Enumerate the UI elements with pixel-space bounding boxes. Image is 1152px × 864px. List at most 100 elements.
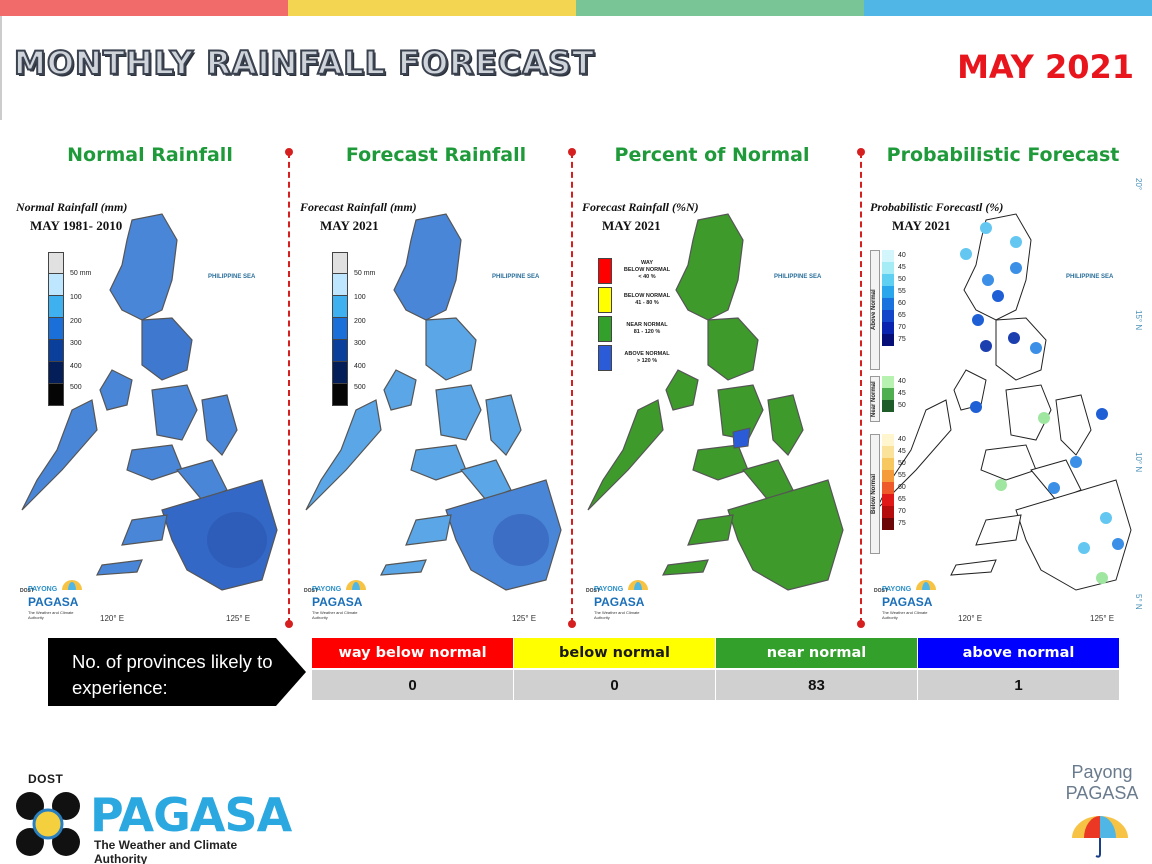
legend-label: 500 bbox=[354, 384, 366, 391]
philippines-map bbox=[21, 213, 278, 591]
rainfall-legend bbox=[332, 252, 348, 406]
legend-row-above: ABOVE NORMAL > 120 % bbox=[598, 343, 708, 372]
divider-dot bbox=[568, 148, 576, 156]
legend-value: 45 bbox=[898, 390, 906, 397]
station-dots bbox=[960, 222, 1124, 584]
legend-swatch bbox=[48, 384, 64, 406]
legend-cell: 65 bbox=[882, 494, 906, 506]
page-title: MONTHLY RAINFALL FORECAST bbox=[13, 43, 595, 83]
above-normal-province bbox=[732, 427, 751, 449]
legend-line: NEAR NORMAL bbox=[626, 321, 668, 328]
legend-value: 70 bbox=[898, 508, 906, 515]
umbrella-icon bbox=[916, 580, 936, 590]
summary-arrow bbox=[48, 638, 308, 706]
top-color-bar bbox=[0, 0, 1152, 16]
legend-value: 65 bbox=[898, 496, 906, 503]
map-subheading: MAY 2021 bbox=[320, 218, 379, 233]
legend-value: 40 bbox=[898, 378, 906, 385]
legend-value: 70 bbox=[898, 324, 906, 331]
panel-title-forecast: Forecast Rainfall bbox=[345, 144, 527, 166]
legend-value: 75 bbox=[898, 336, 906, 343]
lat-label: 15° N bbox=[1134, 310, 1143, 331]
mini-pagasa: PAGASA bbox=[882, 595, 933, 609]
summary-label: No. of provinces likely to experience: bbox=[72, 651, 273, 698]
legend-line: BELOW NORMAL bbox=[623, 292, 671, 299]
legend-label: 100 bbox=[70, 294, 82, 301]
legend-cell: 60 bbox=[882, 298, 906, 310]
legend-label: 300 bbox=[354, 340, 366, 347]
legend-cell: 70 bbox=[882, 506, 906, 518]
legend-label: 50 mm bbox=[354, 270, 376, 277]
lon-label: 125° E bbox=[1090, 614, 1115, 623]
legend-label: 200 bbox=[354, 318, 366, 325]
legend-text: NEAR NORMAL 81 - 120 % bbox=[612, 322, 682, 336]
divider-dot bbox=[285, 620, 293, 628]
lat-label: 10° N bbox=[1134, 452, 1143, 473]
map-normal-rainfall: Normal Rainfall (mm) MAY 1981- 2010 50 m… bbox=[12, 170, 282, 626]
mini-pagasa: PAGASA bbox=[312, 595, 363, 609]
legend-swatch bbox=[598, 286, 612, 313]
top-bar-blue bbox=[864, 0, 1152, 16]
pagasa-emblem-icon bbox=[16, 792, 80, 856]
lon-label: 120° E bbox=[958, 614, 983, 623]
divider-dot bbox=[857, 620, 865, 628]
map-subheading: MAY 2021 bbox=[602, 218, 661, 233]
sea-label: PHILIPPINE SEA bbox=[492, 274, 540, 280]
rainfall-legend bbox=[48, 252, 64, 406]
lon-label: 125° E bbox=[226, 614, 251, 623]
mini-payong: PAYONG bbox=[28, 586, 58, 593]
count-below-normal: 0 bbox=[514, 668, 716, 700]
map-heading: Forecast Rainfall (mm) bbox=[300, 200, 417, 214]
legend-label: 200 bbox=[70, 318, 82, 325]
payong-pagasa-logo: Payong PAGASA bbox=[1052, 762, 1152, 862]
count-above-normal: 1 bbox=[918, 668, 1120, 700]
panel-divider bbox=[568, 148, 576, 628]
header-way-below-normal: way below normal bbox=[312, 638, 514, 668]
legend-swatch bbox=[332, 340, 348, 362]
legend-cell: 40 bbox=[882, 250, 906, 262]
dost-pagasa-logo: DOST PAGASA The Weather and Climate Auth… bbox=[12, 766, 292, 864]
umbrella-icon bbox=[346, 580, 366, 590]
province-count-table: way below normal below normal near norma… bbox=[312, 638, 1120, 700]
legend-line: BELOW NORMAL bbox=[623, 267, 671, 273]
map-subheading: MAY 2021 bbox=[892, 218, 951, 233]
legend-cell: 70 bbox=[882, 322, 906, 334]
map-heading: Probabilistic Forecastl (%) bbox=[870, 200, 1004, 214]
logo-tagline: The Weather and Climate Authority bbox=[94, 838, 238, 864]
legend-value: 55 bbox=[898, 288, 906, 295]
map-probabilistic-forecast: Probabilistic Forecastl (%) MAY 2021 Abo… bbox=[866, 170, 1146, 626]
legend-value: 50 bbox=[898, 276, 906, 283]
forecast-month: MAY 2021 bbox=[957, 48, 1134, 86]
panel-divider bbox=[857, 148, 865, 628]
legend-text: BELOW NORMAL 41 - 80 % bbox=[612, 293, 682, 307]
legend-label: 400 bbox=[70, 363, 82, 370]
legend-value: 40 bbox=[898, 436, 906, 443]
mini-tagline: The Weather and Climate Authority bbox=[28, 610, 74, 620]
count-way-below-normal: 0 bbox=[312, 668, 514, 700]
legend-cell: 55 bbox=[882, 470, 906, 482]
payong-pagasa-mini-logo: DOST PAYONG PAGASA The Weather and Clima… bbox=[304, 570, 374, 620]
mini-dost: DOST bbox=[304, 588, 318, 594]
logo-pagasa-text: PAGASA bbox=[90, 788, 292, 842]
header-below-normal: below normal bbox=[514, 638, 716, 668]
heavy-rain-area bbox=[493, 514, 549, 566]
legend-group-label: Near Normal bbox=[870, 376, 880, 422]
legend-swatch bbox=[48, 274, 64, 296]
panel-title-normal: Normal Rainfall bbox=[67, 144, 233, 166]
legend-cells: 40 45 50 55 60 65 70 75 bbox=[882, 250, 906, 346]
legend-swatch bbox=[48, 362, 64, 384]
legend-swatch bbox=[332, 362, 348, 384]
umbrella-icon bbox=[62, 580, 82, 590]
divider-dot bbox=[857, 148, 865, 156]
panel-divider bbox=[285, 148, 293, 628]
lon-label: 120° E bbox=[100, 614, 125, 623]
panel-title-percent: Percent of Normal bbox=[614, 144, 810, 166]
legend-line: WAY bbox=[640, 260, 654, 266]
arrow-shape bbox=[48, 638, 306, 706]
legend-value: 60 bbox=[898, 484, 906, 491]
legend-cell: 50 bbox=[882, 274, 906, 286]
legend-cell: 75 bbox=[882, 518, 906, 530]
legend-value: 40 bbox=[898, 252, 906, 259]
legend-swatch bbox=[598, 315, 612, 342]
legend-cell: 50 bbox=[882, 458, 906, 470]
